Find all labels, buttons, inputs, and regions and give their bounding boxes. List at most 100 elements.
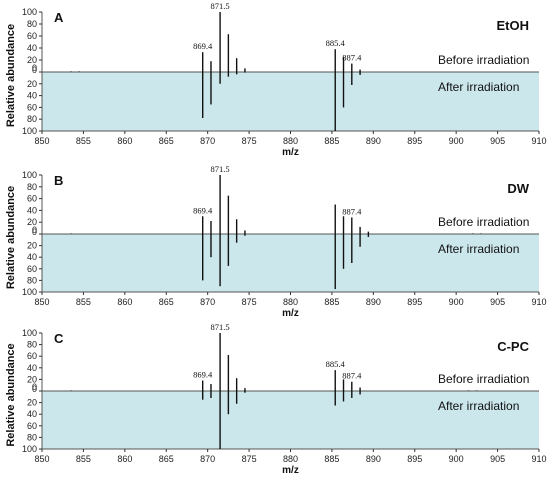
y-tick-label-upper: 40 xyxy=(27,205,37,215)
peak-label: 887.4 xyxy=(342,206,362,216)
x-tick-label: 900 xyxy=(449,454,464,464)
y-tick-label-lower: 100 xyxy=(22,287,37,297)
after-irradiation-label: After irradiation xyxy=(438,80,519,94)
peak-label: 869.4 xyxy=(193,41,213,51)
x-tick-label: 875 xyxy=(242,136,257,146)
y-tick-label-lower: 20 xyxy=(27,79,37,89)
y-tick-label-lower: 60 xyxy=(27,421,37,431)
y-tick-label-lower: 40 xyxy=(27,91,37,101)
y-axis-label: Relative abundance xyxy=(5,343,17,446)
peak-label: 871.5 xyxy=(211,322,230,332)
x-tick-label: 875 xyxy=(242,454,257,464)
y-tick-label-upper: 60 xyxy=(27,31,37,41)
y-tick-label-upper: 0 xyxy=(32,382,37,392)
y-tick-label-lower: 0 xyxy=(32,227,37,237)
peak-label: 885.4 xyxy=(326,359,346,369)
x-tick-label: 880 xyxy=(283,454,298,464)
x-tick-label: 865 xyxy=(159,136,174,146)
y-axis-label: Relative abundance xyxy=(5,24,17,127)
x-tick-label: 885 xyxy=(324,297,339,307)
x-tick-label: 890 xyxy=(366,297,381,307)
y-tick-label-lower: 60 xyxy=(27,264,37,274)
y-tick-label-upper: 80 xyxy=(27,19,37,29)
y-tick-label-lower: 100 xyxy=(22,444,37,454)
x-tick-label: 885 xyxy=(324,454,339,464)
x-tick-label: 895 xyxy=(407,454,422,464)
peak-label: 871.5 xyxy=(211,1,230,11)
x-tick-label: 880 xyxy=(283,136,298,146)
y-tick-label-upper: 100 xyxy=(22,7,37,17)
x-tick-label: 900 xyxy=(449,136,464,146)
y-tick-label-lower: 80 xyxy=(27,275,37,285)
y-axis-label: Relative abundance xyxy=(5,186,17,289)
peak-label: 871.5 xyxy=(211,164,230,174)
after-irradiation-label: After irradiation xyxy=(438,242,519,256)
x-axis-label: m/z xyxy=(282,147,299,158)
panel-letter: C xyxy=(54,331,64,346)
x-tick-label: 880 xyxy=(283,297,298,307)
x-tick-label: 860 xyxy=(117,297,132,307)
x-tick-label: 875 xyxy=(242,297,257,307)
y-tick-label-lower: 40 xyxy=(27,409,37,419)
y-tick-label-upper: 80 xyxy=(27,182,37,192)
solvent-title: C-PC xyxy=(497,339,529,354)
x-tick-label: 895 xyxy=(407,136,422,146)
y-tick-label-lower: 100 xyxy=(22,126,37,136)
x-tick-label: 855 xyxy=(76,454,91,464)
x-tick-label: 910 xyxy=(531,136,546,146)
y-tick-label-lower: 0 xyxy=(32,65,37,75)
x-tick-label: 895 xyxy=(407,297,422,307)
panel-letter: A xyxy=(54,10,64,25)
x-tick-label: 890 xyxy=(366,454,381,464)
y-tick-label-upper: 40 xyxy=(27,43,37,53)
x-tick-label: 905 xyxy=(490,454,505,464)
peak-label: 885.4 xyxy=(326,38,346,48)
solvent-title: EtOH xyxy=(497,18,530,33)
peak-label: 887.4 xyxy=(342,53,362,63)
x-tick-label: 865 xyxy=(159,454,174,464)
y-tick-label-lower: 80 xyxy=(27,432,37,442)
x-tick-label: 860 xyxy=(117,454,132,464)
y-tick-label-upper: 0 xyxy=(32,225,37,235)
y-tick-label-upper: 80 xyxy=(27,340,37,350)
x-tick-label: 885 xyxy=(324,136,339,146)
x-tick-label: 870 xyxy=(200,136,215,146)
y-tick-label-lower: 20 xyxy=(27,398,37,408)
y-tick-label-upper: 60 xyxy=(27,351,37,361)
y-tick-label-lower: 40 xyxy=(27,252,37,262)
before-irradiation-label: Before irradiation xyxy=(438,215,529,229)
after-region-background xyxy=(42,391,539,449)
x-tick-label: 910 xyxy=(531,297,546,307)
y-tick-label-upper: 20 xyxy=(27,374,37,384)
after-region-background xyxy=(42,72,539,131)
y-tick-label-upper: 100 xyxy=(22,328,37,338)
x-axis-label: m/z xyxy=(282,465,299,476)
solvent-title: DW xyxy=(507,181,529,196)
x-tick-label: 850 xyxy=(34,454,49,464)
x-tick-label: 855 xyxy=(76,136,91,146)
x-tick-label: 890 xyxy=(366,136,381,146)
x-tick-label: 905 xyxy=(490,136,505,146)
after-irradiation-label: After irradiation xyxy=(438,399,519,413)
peak-label: 869.4 xyxy=(193,205,213,215)
x-tick-label: 900 xyxy=(449,297,464,307)
x-tick-label: 865 xyxy=(159,297,174,307)
x-tick-label: 855 xyxy=(76,297,91,307)
y-tick-label-upper: 100 xyxy=(22,170,37,180)
y-tick-label-lower: 60 xyxy=(27,102,37,112)
y-tick-label-lower: 80 xyxy=(27,114,37,124)
y-tick-label-lower: 0 xyxy=(32,384,37,394)
y-tick-label-upper: 20 xyxy=(27,55,37,65)
x-tick-label: 910 xyxy=(531,454,546,464)
panel-letter: B xyxy=(54,173,63,188)
x-tick-label: 905 xyxy=(490,297,505,307)
peak-label: 869.4 xyxy=(193,370,213,380)
y-tick-label-upper: 60 xyxy=(27,194,37,204)
y-tick-label-upper: 20 xyxy=(27,217,37,227)
x-tick-label: 860 xyxy=(117,136,132,146)
peak-label: 887.4 xyxy=(342,371,362,381)
